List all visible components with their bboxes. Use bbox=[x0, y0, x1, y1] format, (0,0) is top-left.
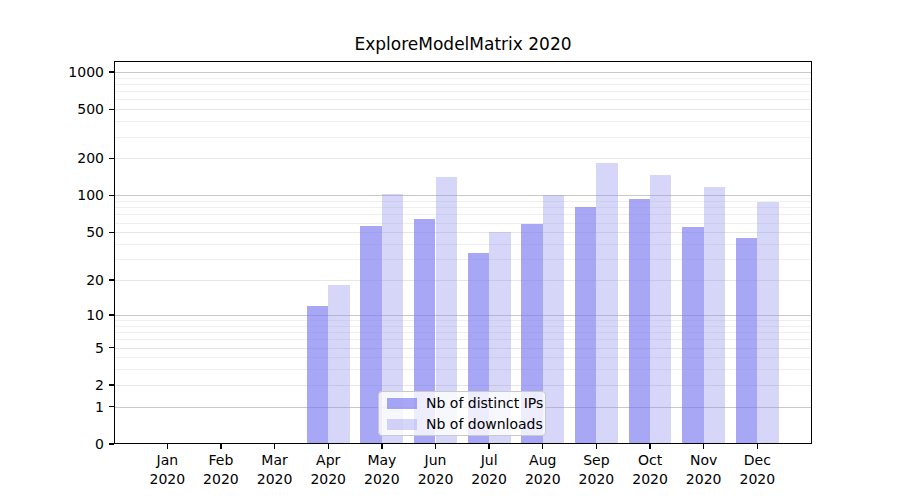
minor-gridline bbox=[115, 99, 811, 100]
y-tick-mark bbox=[109, 279, 114, 280]
bar-distinct-ips bbox=[575, 207, 596, 443]
bar-chart-figure: ExploreModelMatrix 2020 0 1 2 5 10 20 50 100 200… bbox=[0, 0, 900, 500]
y-tick-label: 1000 bbox=[0, 63, 104, 81]
y-tick-mark bbox=[109, 347, 114, 348]
x-tick-mark bbox=[488, 444, 489, 449]
major-gridline bbox=[115, 72, 811, 73]
y-tick-mark bbox=[109, 232, 114, 233]
y-tick-mark bbox=[109, 109, 114, 110]
x-tick-label: Dec2020 bbox=[725, 451, 789, 489]
bar-distinct-ips bbox=[307, 306, 328, 443]
chart-title: ExploreModelMatrix 2020 bbox=[114, 34, 812, 54]
legend: Nb of distinct IPs Nb of downloads bbox=[378, 391, 546, 436]
bar-downloads bbox=[328, 285, 349, 443]
bar-downloads bbox=[596, 163, 617, 443]
x-tick-year: 2020 bbox=[725, 470, 789, 489]
x-tick-mark bbox=[435, 444, 436, 449]
plot-area bbox=[114, 61, 812, 444]
bar-distinct-ips bbox=[736, 238, 757, 443]
y-tick-label: 20 bbox=[0, 271, 104, 289]
gridline bbox=[115, 158, 811, 159]
y-tick-mark bbox=[109, 71, 114, 72]
x-tick-month: Dec bbox=[725, 451, 789, 470]
legend-label: Nb of downloads bbox=[426, 416, 543, 432]
x-tick-mark bbox=[167, 444, 168, 449]
y-tick-mark bbox=[109, 314, 114, 315]
bar-downloads bbox=[704, 187, 725, 443]
minor-gridline bbox=[115, 78, 811, 79]
bar-distinct-ips bbox=[682, 227, 703, 443]
x-tick-mark bbox=[596, 444, 597, 449]
x-tick-mark bbox=[649, 444, 650, 449]
y-tick-label: 10 bbox=[0, 306, 104, 324]
y-tick-mark bbox=[109, 384, 114, 385]
y-tick-label: 5 bbox=[0, 339, 104, 357]
y-tick-mark bbox=[109, 195, 114, 196]
y-tick-mark bbox=[109, 406, 114, 407]
x-tick-mark bbox=[703, 444, 704, 449]
bar-downloads bbox=[650, 175, 671, 443]
y-tick-label: 100 bbox=[0, 186, 104, 204]
legend-label: Nb of distinct IPs bbox=[426, 395, 543, 411]
legend-swatch-distinct-ips bbox=[387, 398, 417, 409]
y-tick-label: 500 bbox=[0, 100, 104, 118]
minor-gridline bbox=[115, 137, 811, 138]
x-tick-mark bbox=[328, 444, 329, 449]
x-tick-mark bbox=[757, 444, 758, 449]
bar-distinct-ips bbox=[629, 199, 650, 443]
x-tick-mark bbox=[542, 444, 543, 449]
x-tick-mark bbox=[381, 444, 382, 449]
y-tick-label: 0 bbox=[0, 435, 104, 453]
y-tick-mark bbox=[109, 443, 114, 444]
minor-gridline bbox=[115, 121, 811, 122]
y-tick-label: 1 bbox=[0, 398, 104, 416]
bar-downloads bbox=[757, 202, 778, 443]
minor-gridline bbox=[115, 91, 811, 92]
y-tick-label: 200 bbox=[0, 149, 104, 167]
y-tick-label: 50 bbox=[0, 223, 104, 241]
y-tick-mark bbox=[109, 158, 114, 159]
minor-gridline bbox=[115, 84, 811, 85]
legend-row: Nb of downloads bbox=[387, 416, 536, 432]
legend-row: Nb of distinct IPs bbox=[387, 395, 536, 411]
x-tick-mark bbox=[220, 444, 221, 449]
y-tick-label: 2 bbox=[0, 376, 104, 394]
gridline bbox=[115, 109, 811, 110]
legend-swatch-downloads bbox=[387, 419, 417, 430]
x-tick-mark bbox=[274, 444, 275, 449]
